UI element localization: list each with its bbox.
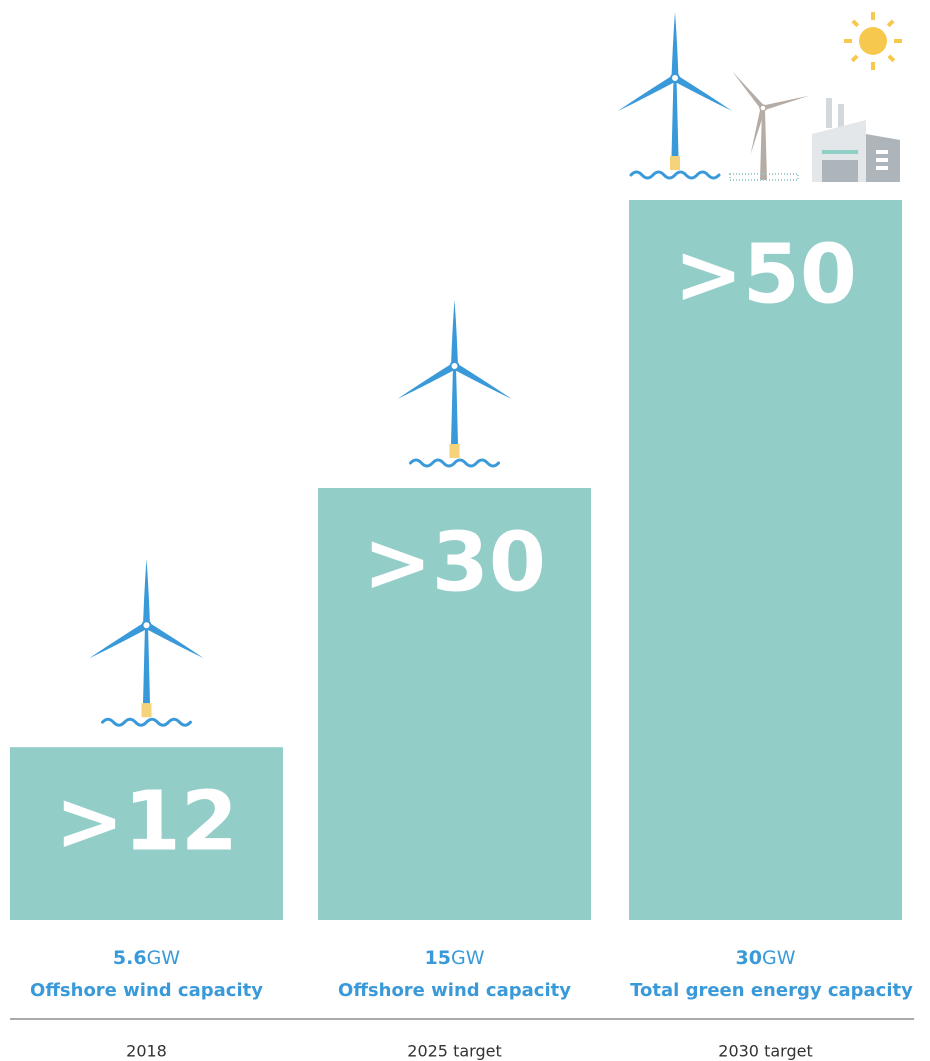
turbine-blade [671,12,679,78]
capacity-unit: GW [762,947,796,969]
capacity-label: 15GW [425,947,485,969]
offshore-turbine-icon [397,300,512,468]
waves [409,458,500,468]
x-tick-label: 2025 target [407,1042,501,1061]
capacity-value: 15 [425,947,451,969]
turbine-blade [397,362,457,399]
value-label: >12 [55,775,238,870]
turbine-foundation [449,444,460,458]
capacity-label: 30GW [736,947,796,969]
caption: Offshore wind capacity [338,980,571,1001]
value-label: >30 [363,515,546,610]
turbine-tower [451,366,458,444]
x-tick-label: 2030 target [718,1042,812,1061]
capacity-unit: GW [147,947,181,969]
caption: Offshore wind capacity [30,980,263,1001]
turbine-blade [144,622,204,659]
x-tick-label: 2018 [126,1042,167,1061]
factory-icon [812,98,900,182]
turbine-blade [89,622,149,659]
capacity-value: 5.6 [113,947,147,969]
turbine-blade [451,300,458,366]
sun-icon [844,12,902,70]
turbine-foundation [670,156,680,170]
offshore-turbine-icon [89,559,204,727]
capacity-value: 30 [736,947,762,969]
turbine-hub [670,73,680,83]
bar [10,747,283,920]
bar [318,488,591,920]
turbine-tower [671,78,679,156]
turbine-blade [452,362,512,399]
offshore-turbine-icon [617,12,733,180]
waves [629,170,721,180]
turbine-hub [449,361,460,371]
caption: Total green energy capacity [630,980,913,1001]
capacity-unit: GW [451,947,485,969]
bar [629,200,902,920]
value-label: >50 [674,227,857,322]
turbine-blade [673,74,733,111]
waves [101,717,192,727]
turbine-foundation [141,703,152,718]
turbine-hub [141,620,152,631]
turbine-blade [143,559,150,626]
turbine-blade [617,74,677,111]
land-turbine-icon [729,71,810,181]
turbine-tower [143,625,150,704]
capacity-label: 5.6GW [113,947,180,969]
